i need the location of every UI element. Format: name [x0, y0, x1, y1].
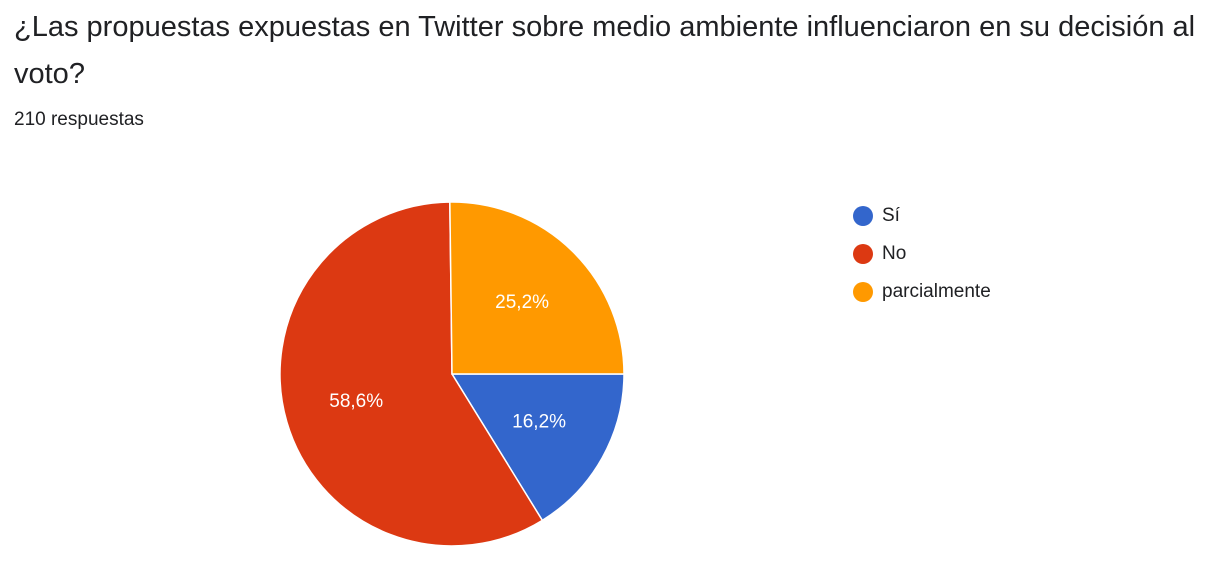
legend-label: Sí: [882, 205, 900, 226]
chart-legend: Sí No parcialmente: [853, 197, 991, 311]
slice-value-label: 25,2%: [495, 292, 549, 313]
legend-swatch: [853, 206, 873, 226]
legend-label: No: [882, 243, 907, 264]
pie-slice-s-: [450, 373, 625, 522]
legend-swatch: [853, 244, 873, 264]
chart-title: ¿Las propuestas expuestas en Twitter sob…: [14, 11, 1196, 90]
legend-item: No: [853, 235, 991, 273]
pie-slices: [279, 201, 625, 547]
legend-swatch: [853, 282, 873, 302]
legend-item: Sí: [853, 197, 991, 235]
slice-value-label: 16,2%: [512, 412, 566, 433]
legend-label: parcialmente: [882, 281, 991, 302]
pie-slice-parcialmente: [449, 201, 625, 375]
response-count: 210 respuestas: [14, 109, 144, 130]
legend-item: parcialmente: [853, 273, 991, 311]
pie-slice-no: [279, 201, 544, 547]
pie-slice-labels: 16,2% 58,6% 25,2%: [329, 292, 566, 433]
slice-value-label: 58,6%: [329, 391, 383, 412]
